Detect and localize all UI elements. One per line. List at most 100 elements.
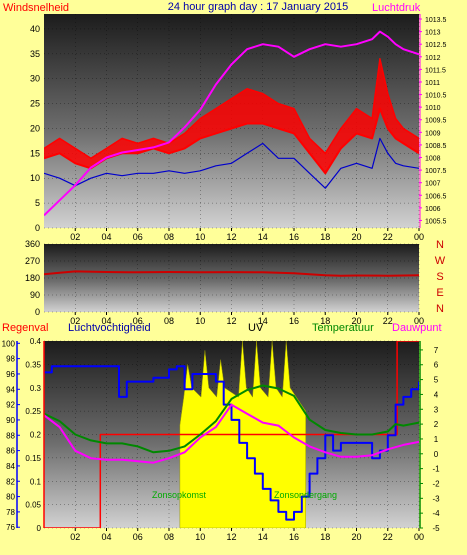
pressure-ytick-label-1013.5: 1013.5: [425, 17, 447, 24]
p1-xtick-label-06: 06: [133, 232, 143, 242]
p1-xtick-label-12: 12: [226, 232, 236, 242]
direction-ytick-label-180: 180: [25, 273, 40, 283]
wind-ytick-label-40: 40: [30, 24, 40, 34]
pressure-ytick-label-1012.5: 1012.5: [425, 42, 447, 49]
p2-xtick-label-18: 18: [320, 316, 330, 326]
p1-xtick-label-04: 04: [101, 232, 111, 242]
wind-ytick-label-15: 15: [30, 148, 40, 158]
direction-letter-2: S: [436, 271, 443, 283]
humidity-ytick-label-88: 88: [6, 431, 15, 440]
p3-xtick-label-06: 06: [133, 532, 143, 542]
temperature-line: [44, 384, 419, 454]
direction-letter-3: E: [436, 287, 443, 299]
direction-letter-4: N: [436, 303, 444, 315]
p3-xtick-label-00: 00: [414, 532, 424, 542]
p2-xtick-label-14: 14: [258, 316, 268, 326]
pressure-ytick-label-1008: 1008: [425, 156, 441, 163]
pressure-line: [44, 30, 419, 217]
wind-ytick-label-5: 5: [35, 198, 40, 208]
p3-xtick-label-22: 22: [383, 532, 393, 542]
p2-xtick-label-10: 10: [195, 316, 205, 326]
pressure-ytick-label-1013: 1013: [425, 30, 441, 37]
humidity-ytick-label-80: 80: [6, 493, 15, 502]
sunrise-label: Zonsopkomst: [152, 490, 207, 500]
pressure-ytick-label-1011.5: 1011.5: [425, 67, 446, 74]
p2-xtick-label-22: 22: [383, 316, 393, 326]
p1-xtick-label-10: 10: [195, 232, 205, 242]
p2-xtick-label-06: 06: [133, 316, 143, 326]
wind-speed-label: Windsnelheid: [3, 2, 69, 14]
temperature-ytick-label-4: 4: [434, 390, 439, 399]
temperature-ytick-label-1: 1: [434, 435, 439, 444]
wind-ytick-label-20: 20: [30, 123, 40, 133]
direction-ytick-label-0: 0: [35, 307, 40, 317]
pressure-ytick-label-1009: 1009: [425, 130, 441, 137]
temperature-ytick-label--1: -1: [432, 465, 440, 474]
p3-xtick-label-18: 18: [320, 532, 330, 542]
temperature-ytick-label-7: 7: [434, 346, 439, 355]
chart-title: 24 hour graph day : 17 January 2015: [168, 1, 348, 13]
rain-ytick-label-0.05: 0.05: [25, 501, 41, 510]
humidity-ytick-label-76: 76: [6, 523, 15, 532]
wind-series: [44, 30, 419, 217]
humidity-ytick-label-84: 84: [6, 462, 15, 471]
rain-ytick-label-0.25: 0.25: [25, 407, 41, 416]
climate-axes: 76788082848688909294969810000.050.10.150…: [2, 337, 440, 542]
gust-line: [44, 58, 419, 160]
pressure-ytick-label-1007: 1007: [425, 181, 441, 188]
rain-ytick-label-0.15: 0.15: [25, 454, 41, 463]
humidity-ytick-label-96: 96: [6, 370, 15, 379]
temperature-ytick-label--5: -5: [432, 524, 440, 533]
wind-ytick-label-35: 35: [30, 49, 40, 59]
direction-series: [44, 270, 419, 277]
sunset-label: Zonsondergang: [274, 490, 337, 500]
pressure-ytick-label-1008.5: 1008.5: [425, 143, 447, 150]
direction-ytick-label-270: 270: [25, 256, 40, 266]
wind-ytick-label-10: 10: [30, 173, 40, 183]
p3-xtick-label-10: 10: [195, 532, 205, 542]
rain-line: [44, 341, 419, 528]
humidity-ytick-label-92: 92: [6, 401, 15, 410]
humidity-ytick-label-98: 98: [6, 355, 15, 364]
p2-xtick-label-04: 04: [101, 316, 111, 326]
pressure-ytick-label-1009.5: 1009.5: [425, 118, 447, 125]
direction-ytick-label-360: 360: [25, 239, 40, 249]
humidity-ytick-label-86: 86: [6, 447, 15, 456]
p1-xtick-label-22: 22: [383, 232, 393, 242]
p3-xtick-label-20: 20: [351, 532, 361, 542]
temperature-ytick-label--3: -3: [432, 494, 440, 503]
direction-letter-0: N: [436, 239, 444, 251]
p2-xtick-label-02: 02: [70, 316, 80, 326]
temperature-ytick-label-6: 6: [434, 361, 439, 370]
pressure-label: Luchtdruk: [372, 2, 421, 14]
rain-ytick-label-0.1: 0.1: [30, 477, 42, 486]
rain-ytick-label-0.2: 0.2: [30, 431, 42, 440]
direction-axes: 0 90 180 270 360 02 04 06 08 10 12 14 16 18 20 22 00: [25, 239, 424, 326]
p2-xtick-label-20: 20: [351, 316, 361, 326]
p2-xtick-label-00: 00: [414, 316, 424, 326]
humidity-label: Luchtvochtigheid: [68, 322, 151, 334]
temperature-ytick-label-3: 3: [434, 405, 439, 414]
p1-xtick-label-02: 02: [70, 232, 80, 242]
p2-xtick-label-16: 16: [289, 316, 299, 326]
pressure-ytick-label-1005.5: 1005.5: [425, 218, 447, 225]
climate-series: [44, 341, 419, 528]
temperature-ytick-label--4: -4: [432, 509, 440, 518]
temperature-label: Temperatuur: [312, 322, 374, 334]
pressure-ytick-label-1006.5: 1006.5: [425, 193, 447, 200]
pressure-ytick-label-1006: 1006: [425, 206, 441, 213]
p1-xtick-label-14: 14: [258, 232, 268, 242]
temperature-ytick-label-0: 0: [434, 450, 439, 459]
humidity-ytick-label-82: 82: [6, 477, 15, 486]
p3-xtick-label-12: 12: [226, 532, 236, 542]
rain-ytick-label-0.3: 0.3: [30, 384, 42, 393]
p1-xtick-label-00: 00: [414, 232, 424, 242]
humidity-ytick-label-90: 90: [6, 416, 15, 425]
temperature-ytick-label-2: 2: [434, 420, 439, 429]
humidity-ytick-label-100: 100: [2, 339, 16, 348]
p1-xtick-label-20: 20: [351, 232, 361, 242]
wind-average-line: [44, 137, 419, 189]
p3-xtick-label-02: 02: [70, 532, 80, 542]
direction-line: [44, 270, 419, 277]
